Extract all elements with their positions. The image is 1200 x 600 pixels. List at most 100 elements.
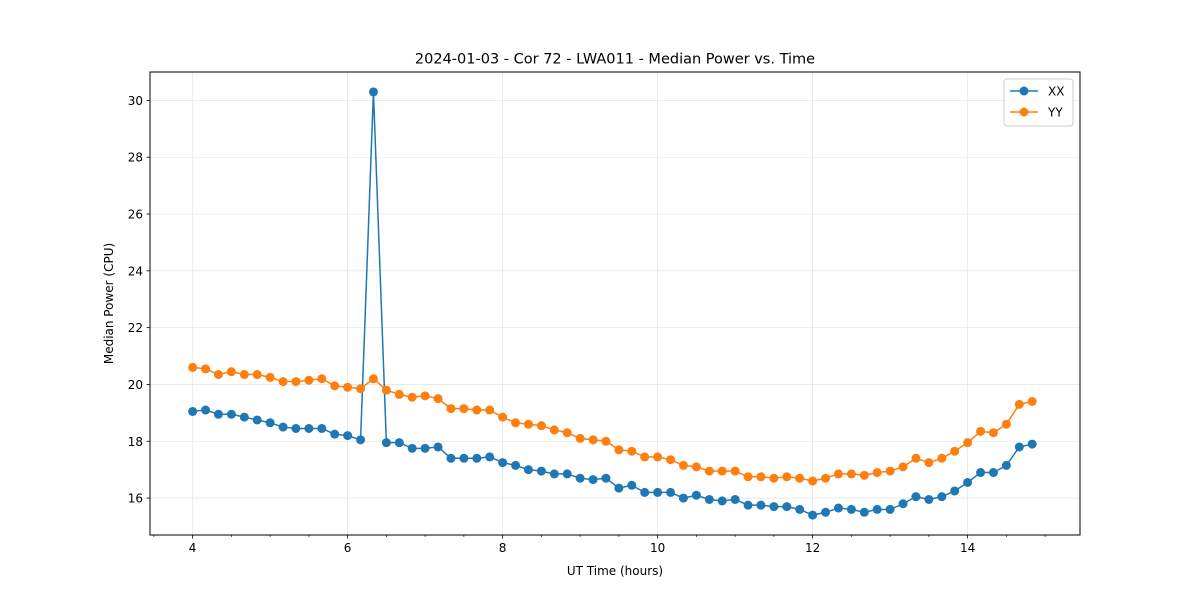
data-point-xx xyxy=(950,486,960,496)
data-point-xx xyxy=(924,494,934,504)
data-point-yy xyxy=(549,425,559,435)
data-point-yy xyxy=(704,466,714,476)
data-point-yy xyxy=(859,470,869,480)
data-point-yy xyxy=(795,473,805,483)
data-point-xx xyxy=(407,443,417,453)
data-point-xx xyxy=(549,469,559,479)
data-point-xx xyxy=(937,492,947,502)
data-point-xx xyxy=(523,465,533,475)
data-point-yy xyxy=(653,452,663,462)
data-point-yy xyxy=(188,362,198,372)
data-point-yy xyxy=(472,405,482,415)
x-tick-label: 6 xyxy=(344,541,352,555)
data-point-yy xyxy=(678,460,688,470)
data-point-xx xyxy=(317,423,327,433)
data-point-xx xyxy=(304,423,314,433)
data-point-yy xyxy=(963,438,973,448)
data-point-yy xyxy=(446,404,456,414)
data-point-yy xyxy=(756,472,766,482)
data-point-yy xyxy=(924,458,934,468)
data-point-yy xyxy=(898,462,908,472)
data-point-xx xyxy=(640,487,650,497)
data-point-xx xyxy=(756,500,766,510)
data-point-xx xyxy=(1001,460,1011,470)
data-point-xx xyxy=(562,469,572,479)
data-point-xx xyxy=(239,412,249,422)
data-point-xx xyxy=(1014,442,1024,452)
data-point-yy xyxy=(278,377,288,387)
data-point-yy xyxy=(1014,399,1024,409)
data-point-xx xyxy=(821,507,831,517)
data-point-yy xyxy=(821,473,831,483)
data-point-yy xyxy=(498,412,508,422)
data-point-xx xyxy=(575,473,585,483)
data-point-xx xyxy=(743,500,753,510)
data-point-xx xyxy=(846,504,856,514)
data-point-yy xyxy=(252,370,262,380)
data-point-xx xyxy=(330,429,340,439)
data-point-xx xyxy=(691,490,701,500)
data-point-xx xyxy=(343,431,353,441)
data-point-xx xyxy=(252,415,262,425)
data-point-xx xyxy=(356,435,366,445)
data-point-xx xyxy=(911,492,921,502)
data-point-xx xyxy=(459,453,469,463)
data-point-xx xyxy=(213,409,223,419)
data-point-yy xyxy=(808,476,818,486)
data-point-xx xyxy=(420,443,430,453)
data-point-xx xyxy=(963,477,973,487)
data-point-xx xyxy=(291,423,301,433)
data-point-xx xyxy=(1027,439,1037,449)
plot-frame xyxy=(149,71,1081,536)
data-point-yy xyxy=(523,419,533,429)
y-tick-label: 24 xyxy=(128,264,143,278)
data-point-yy xyxy=(304,375,314,385)
data-point-xx xyxy=(472,453,482,463)
data-point-yy xyxy=(239,370,249,380)
x-tick-label: 12 xyxy=(805,541,820,555)
y-tick-label: 28 xyxy=(128,151,143,165)
data-point-xx xyxy=(898,499,908,509)
data-point-xx xyxy=(201,405,211,415)
x-axis-label: UT Time (hours) xyxy=(567,564,663,578)
data-point-xx xyxy=(704,494,714,504)
data-point-yy xyxy=(536,421,546,431)
data-point-xx xyxy=(536,466,546,476)
data-point-xx xyxy=(885,504,895,514)
x-tick-label: 14 xyxy=(960,541,975,555)
data-point-yy xyxy=(575,433,585,443)
data-point-xx xyxy=(872,504,882,514)
data-point-xx xyxy=(666,487,676,497)
data-point-xx xyxy=(627,480,637,490)
data-point-yy xyxy=(833,469,843,479)
legend-label-xx: XX xyxy=(1048,85,1064,99)
data-point-yy xyxy=(343,382,353,392)
data-point-yy xyxy=(885,466,895,476)
x-tick-label: 8 xyxy=(499,541,507,555)
data-point-xx xyxy=(368,87,378,97)
data-point-yy xyxy=(743,472,753,482)
data-point-yy xyxy=(1027,396,1037,406)
data-point-xx xyxy=(226,409,236,419)
data-point-yy xyxy=(562,428,572,438)
data-point-xx xyxy=(188,406,198,416)
data-point-yy xyxy=(950,446,960,456)
data-point-xx xyxy=(601,473,611,483)
data-point-yy xyxy=(691,462,701,472)
y-tick-label: 18 xyxy=(128,435,143,449)
data-point-yy xyxy=(201,364,211,374)
y-tick-label: 16 xyxy=(128,492,143,506)
data-point-yy xyxy=(226,367,236,377)
data-point-yy xyxy=(368,374,378,384)
data-point-yy xyxy=(420,391,430,401)
data-point-yy xyxy=(394,389,404,399)
data-point-yy xyxy=(988,428,998,438)
legend-label-yy: YY xyxy=(1047,106,1063,120)
data-point-xx xyxy=(795,504,805,514)
axis-ticks: 4 6 8 10 12 14 16 18 20 22 24 26 28 30 xyxy=(128,94,1046,555)
data-point-xx xyxy=(808,510,818,520)
data-point-xx xyxy=(588,475,598,485)
data-point-yy xyxy=(459,404,469,414)
